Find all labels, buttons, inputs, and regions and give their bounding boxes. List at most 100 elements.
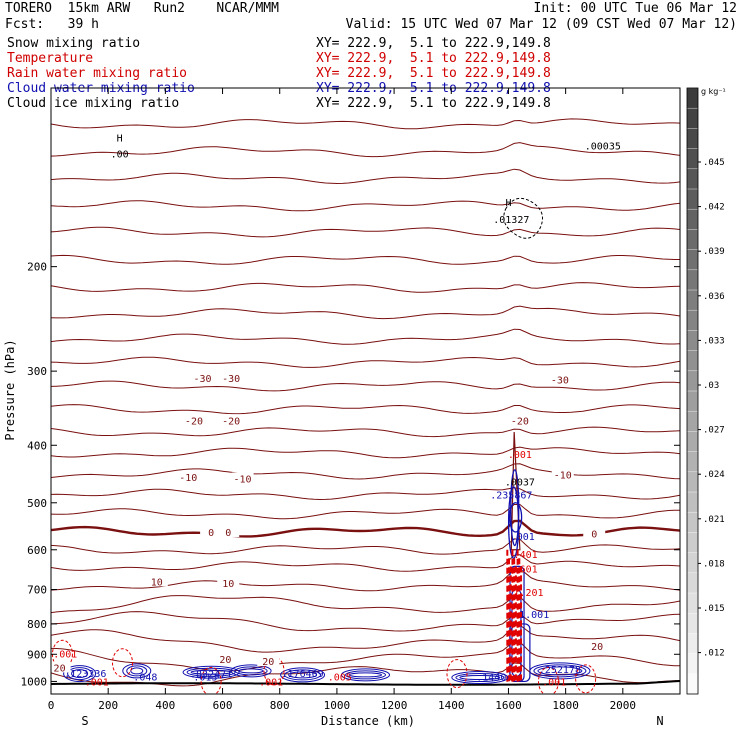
value-label: .001	[259, 677, 283, 688]
isotherm-line	[51, 226, 680, 238]
isotherm-label: 0	[225, 528, 231, 539]
isotherm-line	[51, 554, 680, 572]
isotherm-label-bg	[231, 472, 254, 484]
isotherm-label-bg	[220, 414, 243, 426]
isotherm-line	[51, 568, 680, 592]
colorbar-tick-label: .024	[703, 470, 725, 480]
value-label: .0037	[505, 478, 535, 489]
rain-contour	[537, 666, 559, 694]
value-label: .001	[542, 677, 566, 688]
x-tick-label: 1600	[495, 699, 522, 712]
y-tick-label: 300	[27, 365, 47, 378]
isotherm-line	[51, 426, 680, 438]
colorbar-segment	[687, 552, 698, 574]
colorbar-tick-label: .03	[703, 381, 719, 391]
colorbar-segment	[687, 108, 698, 129]
colorbar-segment	[687, 431, 698, 453]
value-label: .005	[328, 672, 352, 683]
colorbar-segment	[687, 370, 698, 392]
isotherm-line	[51, 595, 680, 614]
colorbar-segment	[687, 269, 698, 291]
colorbar-segment	[687, 128, 698, 150]
y-tick-label: 600	[27, 544, 47, 557]
colorbar-segment	[687, 148, 698, 170]
colorbar-segment	[687, 532, 698, 554]
y-tick-label: 800	[27, 618, 47, 631]
value-label: 1.201	[513, 588, 543, 599]
isotherm-label-bg	[217, 576, 240, 588]
isotherm-label: 0	[208, 528, 214, 539]
value-label: .001	[508, 450, 532, 461]
cloud-water-contour	[288, 671, 318, 679]
cloud-water-contour	[455, 673, 505, 683]
isotherm-label: 20	[219, 655, 231, 666]
header-line2-left: Fcst: 39 h	[5, 17, 99, 32]
isotherm-label: 20	[591, 642, 603, 653]
tower-outline	[510, 432, 521, 551]
y-tick-label: 400	[27, 439, 47, 452]
x-tick-label: 1200	[381, 699, 408, 712]
isotherm-line	[51, 200, 680, 212]
field-snow-name: Snow mixing ratio	[7, 36, 141, 51]
isotherm-label-bg	[214, 652, 237, 664]
colorbar-unit: g kg⁻¹	[701, 87, 726, 96]
x-tick-label: 1400	[438, 699, 465, 712]
cloud-water-contour	[186, 667, 236, 677]
cloud-water-contour	[459, 675, 501, 681]
colorbar-tick-label: .027	[703, 426, 725, 436]
cloud-water-contour	[122, 663, 152, 679]
colorbar-segment	[687, 350, 698, 372]
rain-contour	[575, 664, 597, 694]
isotherm-line	[51, 446, 680, 459]
value-label: 1.001	[519, 610, 549, 621]
colorbar-tick-label: .039	[703, 247, 725, 257]
value-label: .01327	[493, 215, 529, 226]
colorbar-segment	[687, 330, 698, 352]
cloud-water-contour	[349, 672, 382, 678]
isotherm-label: -30	[551, 376, 569, 387]
cloud-water-contour	[63, 665, 97, 683]
axes: 0 200 400 600 800 1000 1200 1400 1600 1800 2000200…	[21, 88, 680, 712]
colorbar-segment	[687, 391, 698, 412]
y-tick-label: 1000	[21, 675, 48, 688]
colorbar-tick-label: .012	[703, 649, 725, 659]
y-tick-label: 200	[27, 261, 47, 274]
colorbar-frame	[686, 87, 699, 695]
field-rain-xy: XY= 222.9, 5.1 to 222.9,149.8	[316, 66, 551, 81]
colorbar-segment	[687, 88, 698, 109]
rain-contour	[111, 648, 133, 678]
field-temperature-xy: XY= 222.9, 5.1 to 222.9,149.8	[316, 51, 551, 66]
y-tick-label: 500	[27, 497, 47, 510]
colorbar-segment	[687, 209, 698, 230]
colorbar-segment	[687, 633, 698, 655]
isotherm-label-bg	[200, 525, 223, 537]
value-label: .00035	[585, 142, 621, 153]
colorbar-tick-label: .042	[703, 203, 725, 213]
colorbar-segment	[687, 310, 698, 331]
value-label: .123336	[64, 669, 106, 680]
isotherm-line	[51, 487, 680, 501]
cloud-water-contour	[451, 671, 509, 685]
isotherm-line	[51, 282, 680, 293]
isotherm-label-bg	[551, 468, 574, 480]
cloud-water-contour	[126, 665, 148, 677]
isotherm-line	[51, 328, 680, 345]
colorbar: g kg⁻¹ .045 .042 .039 .036 .033 .03 .027 .024 .02…	[686, 87, 726, 695]
value-label: .013	[193, 673, 217, 684]
value-label: .252178	[539, 665, 581, 676]
y-tick-label: 900	[27, 648, 47, 661]
field-temperature-name: Temperature	[7, 51, 94, 66]
colorbar-segment	[687, 593, 698, 614]
cloud-water-contour	[537, 666, 583, 676]
isotherm-label-bg	[191, 371, 214, 383]
isotherm-label-bg	[586, 640, 609, 652]
field-cloudice-xy: XY= 222.9, 5.1 to 222.9,149.8	[316, 96, 551, 111]
isotherm-line	[51, 305, 680, 320]
x-tick-label: 600	[213, 699, 233, 712]
x-axis-label: Distance (km)	[321, 714, 415, 728]
colorbar-segment	[687, 189, 698, 210]
isotherm-line	[51, 168, 680, 185]
isotherm-line	[51, 380, 680, 392]
cloud-water-contour	[284, 669, 322, 681]
